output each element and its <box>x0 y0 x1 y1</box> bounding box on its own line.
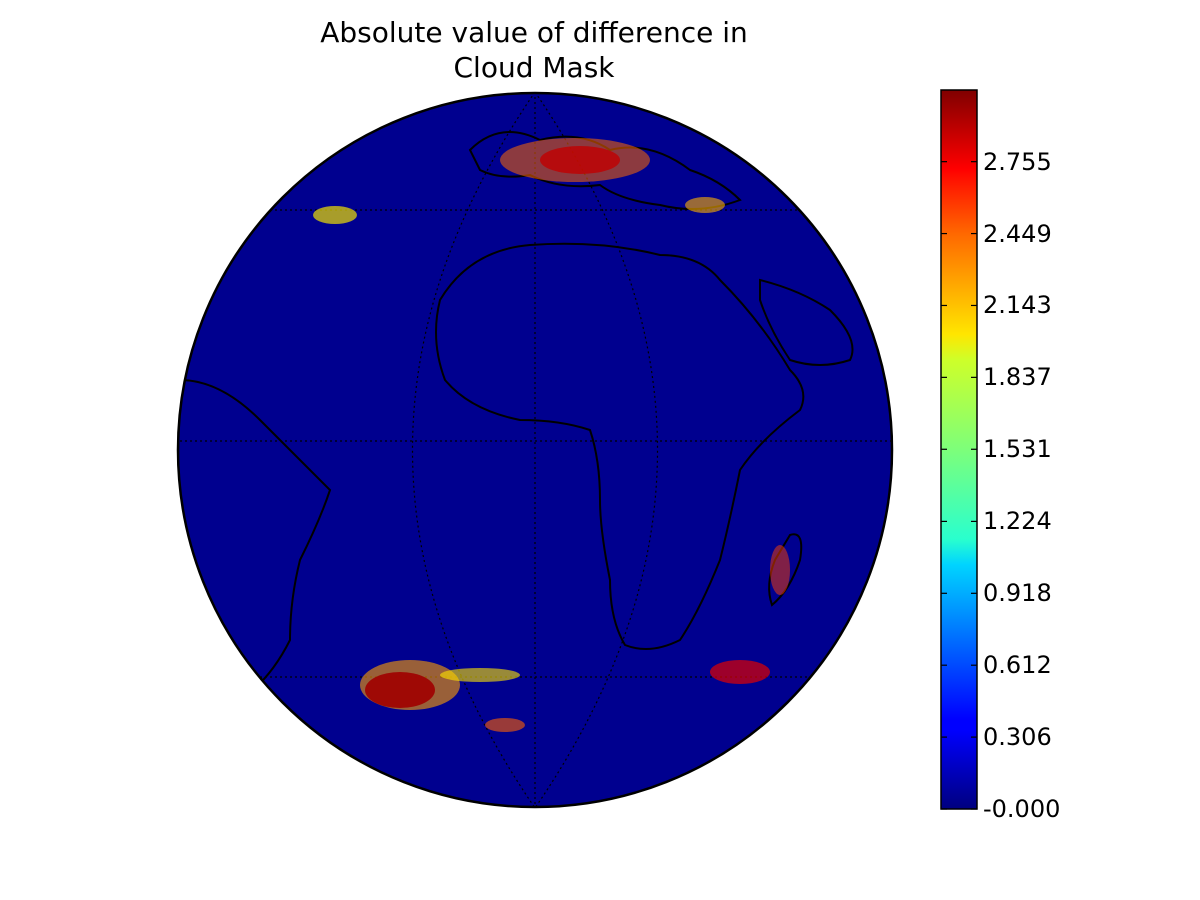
difference-patches <box>313 138 790 732</box>
colorbar-tick-label: 1.224 <box>983 507 1052 536</box>
colorbar-tick-label: -0.000 <box>983 795 1061 823</box>
colorbar-tick-label: 0.612 <box>983 651 1052 680</box>
colorbar-tick-label: 1.837 <box>983 363 1052 392</box>
colorbar-tick-label: 1.531 <box>983 435 1052 464</box>
colorbar-tick-label: 2.449 <box>983 219 1052 248</box>
colorbar-ticks <box>941 161 977 810</box>
colorbar-tick-label: 0.306 <box>983 723 1052 752</box>
plot-title-line-2: Cloud Mask <box>453 51 615 84</box>
colorbar-tick-label: 2.143 <box>983 291 1052 320</box>
colorbar-tick-label: 2.755 <box>983 147 1052 176</box>
colorbar-tick-label: 0.918 <box>983 579 1052 608</box>
graticule <box>178 93 892 807</box>
plot-title-line-1: Absolute value of difference in <box>320 16 748 49</box>
globe-disk <box>176 91 894 809</box>
